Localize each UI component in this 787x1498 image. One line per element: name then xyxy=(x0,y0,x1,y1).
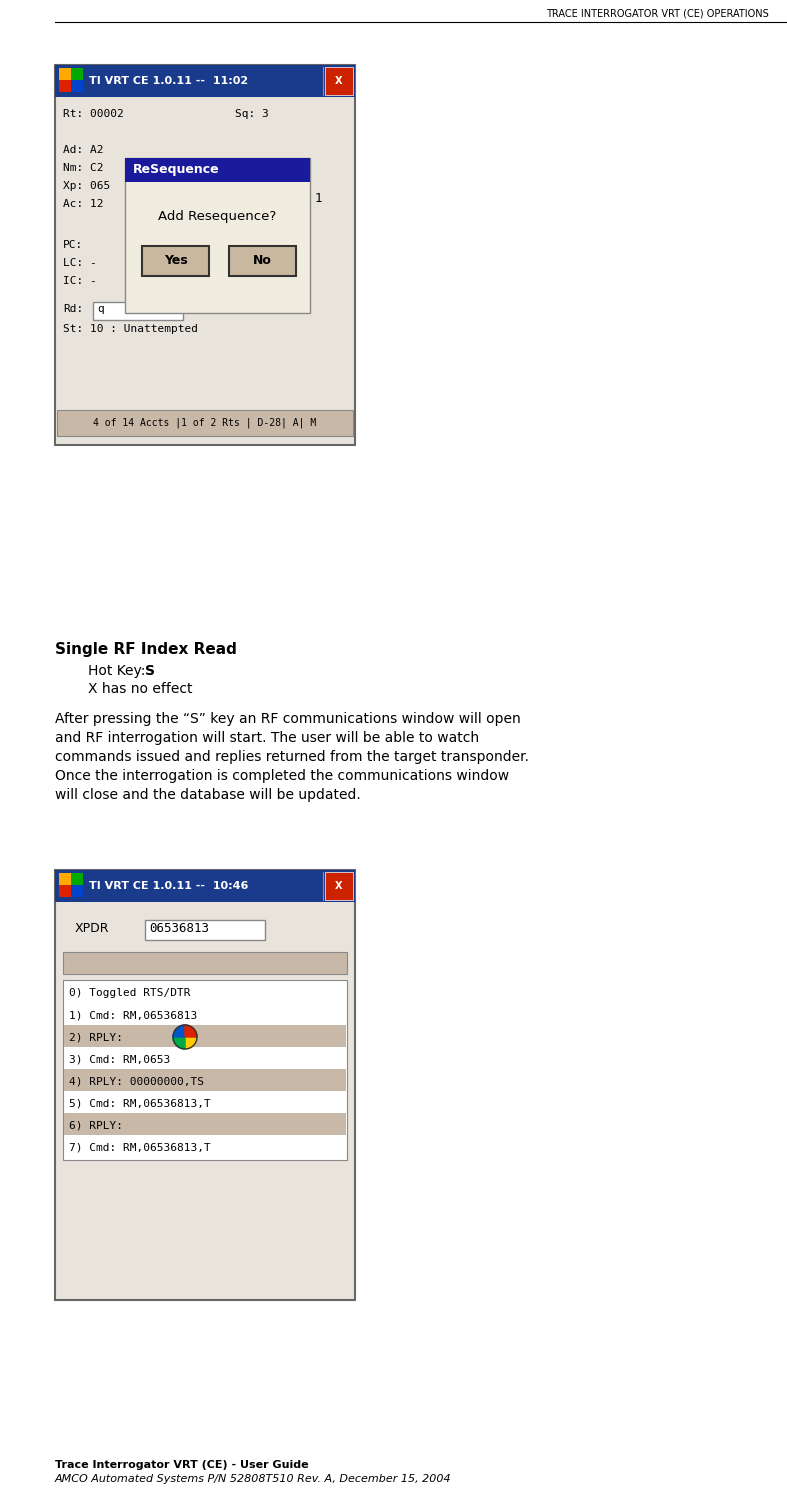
Text: Ad: A2: Ad: A2 xyxy=(63,145,104,154)
Text: Trace Interrogator VRT (CE) - User Guide: Trace Interrogator VRT (CE) - User Guide xyxy=(55,1461,309,1470)
Bar xyxy=(63,980,347,1159)
Bar xyxy=(59,81,71,91)
Text: Single RF Index Read: Single RF Index Read xyxy=(55,643,237,658)
Text: and RF interrogation will start. The user will be able to watch: and RF interrogation will start. The use… xyxy=(55,731,479,745)
Text: commands issued and replies returned from the target transponder.: commands issued and replies returned fro… xyxy=(55,750,529,764)
Text: 3) Cmd: RM,0653: 3) Cmd: RM,0653 xyxy=(69,1055,170,1064)
Bar xyxy=(55,870,355,1300)
Text: X: X xyxy=(335,76,343,85)
Text: LC: -: LC: - xyxy=(63,258,97,268)
Text: 7) Cmd: RM,06536813,T: 7) Cmd: RM,06536813,T xyxy=(69,1141,211,1152)
Bar xyxy=(72,885,83,897)
Text: Sq: 3: Sq: 3 xyxy=(235,109,268,118)
Text: ReSequence: ReSequence xyxy=(133,163,220,177)
Text: TRACE INTERROGATOR VRT (CE) OPERATIONS: TRACE INTERROGATOR VRT (CE) OPERATIONS xyxy=(546,7,769,18)
Bar xyxy=(59,67,71,79)
Text: No: No xyxy=(253,255,272,268)
Text: IC: -: IC: - xyxy=(63,276,97,286)
Bar xyxy=(72,873,83,884)
Text: After pressing the “S” key an RF communications window will open: After pressing the “S” key an RF communi… xyxy=(55,712,521,727)
Text: 4) RPLY: 00000000,TS: 4) RPLY: 00000000,TS xyxy=(69,1076,204,1086)
Text: will close and the database will be updated.: will close and the database will be upda… xyxy=(55,788,360,801)
Polygon shape xyxy=(173,1037,185,1049)
Text: TC: 0: TC: 0 xyxy=(195,304,229,315)
Text: 5) Cmd: RM,06536813,T: 5) Cmd: RM,06536813,T xyxy=(69,1098,211,1109)
Bar xyxy=(55,870,355,902)
Text: Yes: Yes xyxy=(164,255,187,268)
Text: X has no effect: X has no effect xyxy=(88,682,193,697)
Text: Nm: C2: Nm: C2 xyxy=(63,163,104,172)
Bar xyxy=(64,1025,346,1047)
Text: Xp: 065: Xp: 065 xyxy=(63,181,110,192)
FancyBboxPatch shape xyxy=(229,246,296,276)
Text: q: q xyxy=(97,304,104,315)
Text: St: 10 : Unattempted: St: 10 : Unattempted xyxy=(63,324,198,334)
Bar xyxy=(125,157,310,181)
Text: Rt: 00002: Rt: 00002 xyxy=(63,109,124,118)
Bar xyxy=(145,920,265,941)
Bar xyxy=(59,873,71,884)
FancyBboxPatch shape xyxy=(142,246,209,276)
Text: Ac: 12: Ac: 12 xyxy=(63,199,104,210)
Text: 6) RPLY:: 6) RPLY: xyxy=(69,1121,123,1129)
Polygon shape xyxy=(185,1025,197,1037)
Text: 1) Cmd: RM,06536813: 1) Cmd: RM,06536813 xyxy=(69,1010,198,1020)
Bar xyxy=(125,157,310,313)
Bar xyxy=(55,64,355,97)
Bar xyxy=(325,67,353,94)
Bar xyxy=(72,67,83,79)
Text: TI VRT CE 1.0.11 --  11:02: TI VRT CE 1.0.11 -- 11:02 xyxy=(89,76,248,85)
Text: 4 of 14 Accts |1 of 2 Rts | D-28| A| M: 4 of 14 Accts |1 of 2 Rts | D-28| A| M xyxy=(94,418,316,428)
Text: Once the interrogation is completed the communications window: Once the interrogation is completed the … xyxy=(55,768,509,783)
Text: PC:: PC: xyxy=(63,240,83,250)
Bar xyxy=(55,64,355,445)
Text: Rd:: Rd: xyxy=(63,304,83,315)
Text: 2) RPLY:: 2) RPLY: xyxy=(69,1032,123,1043)
Bar xyxy=(59,885,71,897)
Bar xyxy=(63,953,347,974)
Text: Hot Key:: Hot Key: xyxy=(88,664,150,679)
Polygon shape xyxy=(173,1025,185,1037)
Text: Add Resequence?: Add Resequence? xyxy=(158,210,276,223)
Text: 1: 1 xyxy=(315,192,323,205)
Bar xyxy=(57,410,353,436)
Bar xyxy=(59,67,83,91)
Bar xyxy=(72,81,83,91)
Bar xyxy=(325,872,353,900)
Text: 0) Toggled RTS/DTR: 0) Toggled RTS/DTR xyxy=(69,989,190,998)
Text: TI VRT CE 1.0.11 --  10:46: TI VRT CE 1.0.11 -- 10:46 xyxy=(89,881,249,891)
Bar xyxy=(93,303,183,321)
Text: 06536813: 06536813 xyxy=(149,921,209,935)
Text: S: S xyxy=(145,664,155,679)
Text: X: X xyxy=(335,881,343,891)
Text: AMCO Automated Systems P/N 52808T510 Rev. A, December 15, 2004: AMCO Automated Systems P/N 52808T510 Rev… xyxy=(55,1474,452,1485)
Bar xyxy=(64,1113,346,1135)
Bar xyxy=(59,873,83,897)
Text: XPDR: XPDR xyxy=(75,921,109,935)
Polygon shape xyxy=(185,1037,197,1049)
Bar xyxy=(64,1070,346,1091)
